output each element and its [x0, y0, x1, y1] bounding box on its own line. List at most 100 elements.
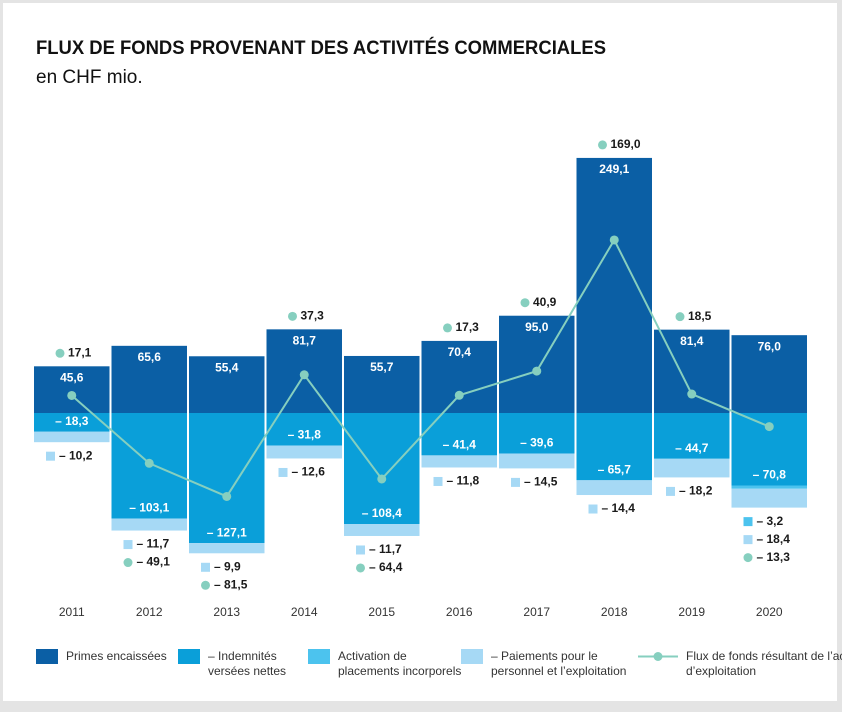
label-marker	[598, 140, 607, 150]
line-point	[687, 389, 697, 399]
line-point	[454, 390, 464, 400]
label-marker	[433, 476, 443, 486]
label-marker	[356, 563, 365, 573]
line-point	[144, 458, 154, 468]
bar-segment	[499, 453, 575, 469]
value-label: – 11,7	[137, 537, 170, 551]
bar-segment	[499, 413, 575, 454]
line-point	[299, 370, 309, 380]
value-label: 95,0	[525, 320, 549, 334]
bar-segment	[576, 480, 652, 496]
bar-segment	[576, 157, 652, 413]
value-label: – 65,7	[598, 462, 632, 476]
bar-segment	[654, 413, 730, 459]
label-marker	[743, 517, 753, 527]
legend-item: – Paiements pour le personnel et l’explo…	[461, 649, 641, 679]
bar-segment	[576, 413, 652, 481]
value-label: – 64,4	[369, 560, 403, 574]
bar-segment	[111, 345, 187, 413]
value-label: – 103,1	[129, 501, 169, 515]
legend-swatch	[178, 649, 200, 664]
bar-segment	[189, 413, 265, 544]
label-marker	[666, 486, 675, 496]
value-label: 45,6	[60, 370, 84, 384]
value-label: 169,0	[611, 137, 641, 151]
label-marker	[201, 580, 210, 590]
legend-label: Flux de fonds résultant de l’activité d’…	[686, 649, 842, 678]
legend-swatch	[461, 649, 483, 664]
value-label: 81,7	[293, 334, 317, 348]
value-label: 17,1	[68, 345, 92, 359]
value-label: 55,4	[215, 360, 239, 374]
value-label: 18,5	[688, 309, 712, 323]
line-point	[222, 491, 232, 501]
card: FLUX DE FONDS PROVENANT DES ACTIVITÉS CO…	[3, 3, 842, 701]
bar-segment	[34, 431, 110, 443]
value-label: – 18,2	[679, 484, 713, 498]
bar-segment	[421, 455, 497, 468]
legend-item: Flux de fonds résultant de l’activité d’…	[638, 649, 842, 679]
x-tick-label: 2013	[213, 605, 240, 619]
value-label: – 41,4	[443, 438, 477, 452]
value-label: – 14,5	[524, 475, 558, 489]
x-tick-label: 2017	[523, 605, 550, 619]
bar-segment	[654, 458, 730, 478]
legend-line	[638, 652, 678, 661]
legend-label: – Paiements pour le personnel et l’explo…	[491, 649, 627, 678]
value-label: – 44,7	[675, 441, 709, 455]
value-label: – 81,5	[214, 577, 248, 591]
legend-label: Primes encaissées	[66, 649, 167, 663]
bar-segment	[499, 315, 575, 413]
line-point	[609, 235, 619, 245]
value-label: – 3,2	[757, 514, 784, 528]
value-label: – 14,4	[602, 501, 636, 515]
value-label: 17,3	[456, 320, 480, 334]
x-tick-label: 2011	[59, 605, 85, 619]
value-label: 40,9	[533, 295, 557, 309]
value-label: – 13,3	[757, 550, 791, 564]
bar-segment	[344, 413, 420, 525]
chart-title: FLUX DE FONDS PROVENANT DES ACTIVITÉS CO…	[36, 37, 606, 59]
line-point	[532, 366, 542, 376]
label-marker	[588, 504, 598, 514]
legend: Primes encaissées – Indemnités versées ne…	[3, 649, 842, 689]
line-point	[764, 422, 774, 432]
label-marker	[201, 562, 210, 572]
bar-segment	[731, 488, 807, 508]
chart-subtitle: en CHF mio.	[36, 67, 143, 88]
label-marker	[443, 323, 452, 333]
x-tick-label: 2015	[368, 605, 395, 619]
bar-segment	[421, 340, 497, 413]
label-marker	[743, 535, 753, 545]
value-label: – 10,2	[59, 448, 93, 462]
label-marker	[288, 311, 297, 321]
value-label: – 11,7	[369, 542, 402, 556]
value-label: 249,1	[599, 162, 629, 176]
value-label: – 39,6	[520, 436, 554, 450]
legend-item: – Indemnités versées nettes	[178, 649, 318, 679]
bar-segment	[731, 485, 807, 489]
legend-item: Activation de placements incorporels	[308, 649, 468, 679]
legend-swatch	[638, 649, 678, 664]
value-label: 37,3	[301, 309, 325, 323]
value-label: – 49,1	[137, 555, 171, 569]
line-point	[377, 474, 387, 484]
x-tick-label: 2016	[446, 605, 473, 619]
label-marker	[123, 540, 133, 550]
line-point	[67, 390, 77, 400]
bar-segment	[731, 335, 807, 413]
value-label: 81,4	[680, 334, 704, 348]
bar-segment	[189, 356, 265, 413]
value-label: – 18,3	[55, 414, 89, 428]
label-marker	[675, 312, 685, 322]
legend-item: Primes encaissées	[36, 649, 186, 664]
value-label: – 11,8	[447, 474, 480, 488]
value-label: – 12,6	[292, 465, 326, 479]
bar-segment	[34, 413, 110, 432]
value-label: – 18,4	[757, 532, 791, 546]
x-tick-label: 2020	[756, 605, 783, 619]
bar-segment	[421, 413, 497, 456]
bar-segment	[111, 518, 187, 531]
label-marker	[743, 553, 753, 563]
value-label: – 9,9	[214, 559, 241, 573]
